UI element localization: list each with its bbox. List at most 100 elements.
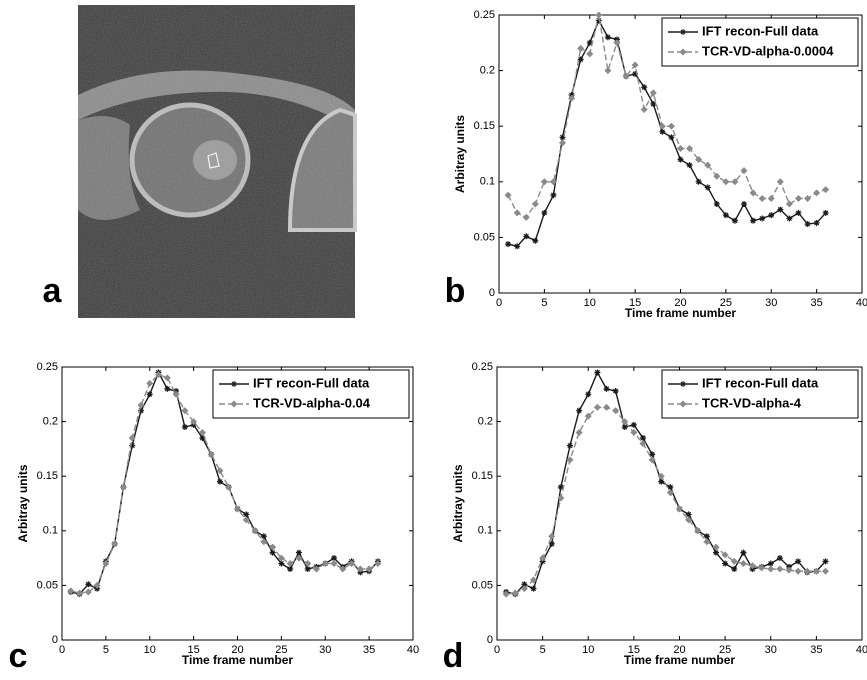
figure: a 051015202530354000.050.10.150.20.25Tim… <box>0 0 867 675</box>
panel-label: c <box>9 637 28 675</box>
series-marker <box>823 210 829 216</box>
series-marker <box>805 221 811 227</box>
y-tick-label: 0.1 <box>43 525 58 537</box>
series-marker <box>723 212 729 218</box>
x-axis-title: Time frame number <box>625 306 736 320</box>
series-marker <box>731 566 737 572</box>
legend-marker <box>231 381 237 387</box>
series-marker <box>550 192 556 198</box>
x-tick-label: 5 <box>540 644 546 656</box>
y-tick-label: 0.05 <box>474 231 495 243</box>
series-marker <box>164 386 170 392</box>
series-marker <box>605 34 611 40</box>
y-tick-label: 0 <box>489 287 495 299</box>
x-axis-title: Time frame number <box>182 653 293 667</box>
y-tick-label: 0 <box>487 634 493 646</box>
x-tick-label: 0 <box>496 297 502 309</box>
legend: IFT recon-Full data TCR-VD-alpha-0.0004 <box>662 18 858 66</box>
y-axis-title: Arbitray units <box>16 464 30 542</box>
series-marker <box>714 201 720 207</box>
x-tick-label: 5 <box>103 644 109 656</box>
x-tick-label: 30 <box>319 644 331 656</box>
panel-label: a <box>43 272 63 310</box>
series-marker <box>531 586 537 592</box>
legend-marker <box>680 29 686 35</box>
series-marker <box>777 555 783 561</box>
y-tick-label: 0.1 <box>478 525 493 537</box>
series-marker <box>795 558 801 564</box>
chart: 051015202530354000.050.10.150.20.25Time … <box>443 361 867 675</box>
legend: IFT recon-Full data TCR-VD-alpha-4 <box>662 370 858 418</box>
series-marker <box>777 207 783 213</box>
mri-image <box>78 5 355 318</box>
x-tick-label: 40 <box>407 644 419 656</box>
y-tick-label: 0.05 <box>472 579 493 591</box>
y-tick-label: 0.25 <box>474 9 495 21</box>
series-marker <box>722 561 728 567</box>
series-marker <box>613 388 619 394</box>
series-marker <box>147 391 153 397</box>
series-marker <box>541 210 547 216</box>
series-marker <box>732 218 738 224</box>
series-marker <box>823 558 829 564</box>
series-marker <box>182 424 188 430</box>
series-marker <box>523 233 529 239</box>
y-tick-label: 0.05 <box>37 579 58 591</box>
series-marker <box>85 581 91 587</box>
x-tick-label: 10 <box>144 644 156 656</box>
series-marker <box>786 215 792 221</box>
series-marker <box>217 479 223 485</box>
series-marker <box>705 184 711 190</box>
y-axis-title: Arbitray units <box>451 464 465 542</box>
series-marker <box>505 241 511 247</box>
series-marker <box>576 408 582 414</box>
series-marker <box>532 238 538 244</box>
x-tick-label: 35 <box>811 297 823 309</box>
legend-marker <box>680 381 686 387</box>
legend-label: IFT recon-Full data <box>702 23 819 38</box>
series-marker <box>631 422 637 428</box>
chart: 051015202530354000.050.10.150.20.25Time … <box>445 9 867 320</box>
x-tick-label: 10 <box>582 644 594 656</box>
y-tick-label: 0.15 <box>474 120 495 132</box>
series-marker <box>585 391 591 397</box>
y-tick-label: 0.2 <box>478 416 493 428</box>
series-marker <box>741 201 747 207</box>
legend: IFT recon-Full data TCR-VD-alpha-0.04 <box>213 370 409 418</box>
legend-label: TCR-VD-alpha-4 <box>702 395 802 410</box>
x-tick-label: 35 <box>810 644 822 656</box>
series-marker <box>514 243 520 249</box>
series-marker <box>668 134 674 140</box>
x-axis-title: Time frame number <box>624 653 735 667</box>
x-tick-label: 10 <box>584 297 596 309</box>
panel-label: d <box>443 637 464 675</box>
x-tick-label: 40 <box>856 297 867 309</box>
series-marker <box>740 550 746 556</box>
series-marker <box>795 210 801 216</box>
y-axis-title: Arbitray units <box>453 115 467 193</box>
y-tick-label: 0 <box>52 634 58 646</box>
y-tick-label: 0.25 <box>472 361 493 373</box>
series-marker <box>594 369 600 375</box>
y-tick-label: 0.1 <box>480 176 495 188</box>
y-tick-label: 0.2 <box>480 65 495 77</box>
y-tick-label: 0.2 <box>43 416 58 428</box>
series-marker <box>650 101 656 107</box>
legend-label: TCR-VD-alpha-0.04 <box>253 395 371 410</box>
x-tick-label: 40 <box>856 644 867 656</box>
y-tick-label: 0.15 <box>472 470 493 482</box>
panel-label: b <box>445 272 466 310</box>
series-marker <box>641 84 647 90</box>
legend-label: IFT recon-Full data <box>702 375 819 390</box>
legend-label: TCR-VD-alpha-0.0004 <box>702 43 834 58</box>
series-marker <box>696 179 702 185</box>
y-tick-label: 0.15 <box>37 470 58 482</box>
x-tick-label: 30 <box>765 644 777 656</box>
x-tick-label: 5 <box>541 297 547 309</box>
legend-label: IFT recon-Full data <box>253 375 370 390</box>
series-marker <box>814 220 820 226</box>
series-marker <box>768 212 774 218</box>
x-tick-label: 0 <box>59 644 65 656</box>
series-marker <box>678 157 684 163</box>
